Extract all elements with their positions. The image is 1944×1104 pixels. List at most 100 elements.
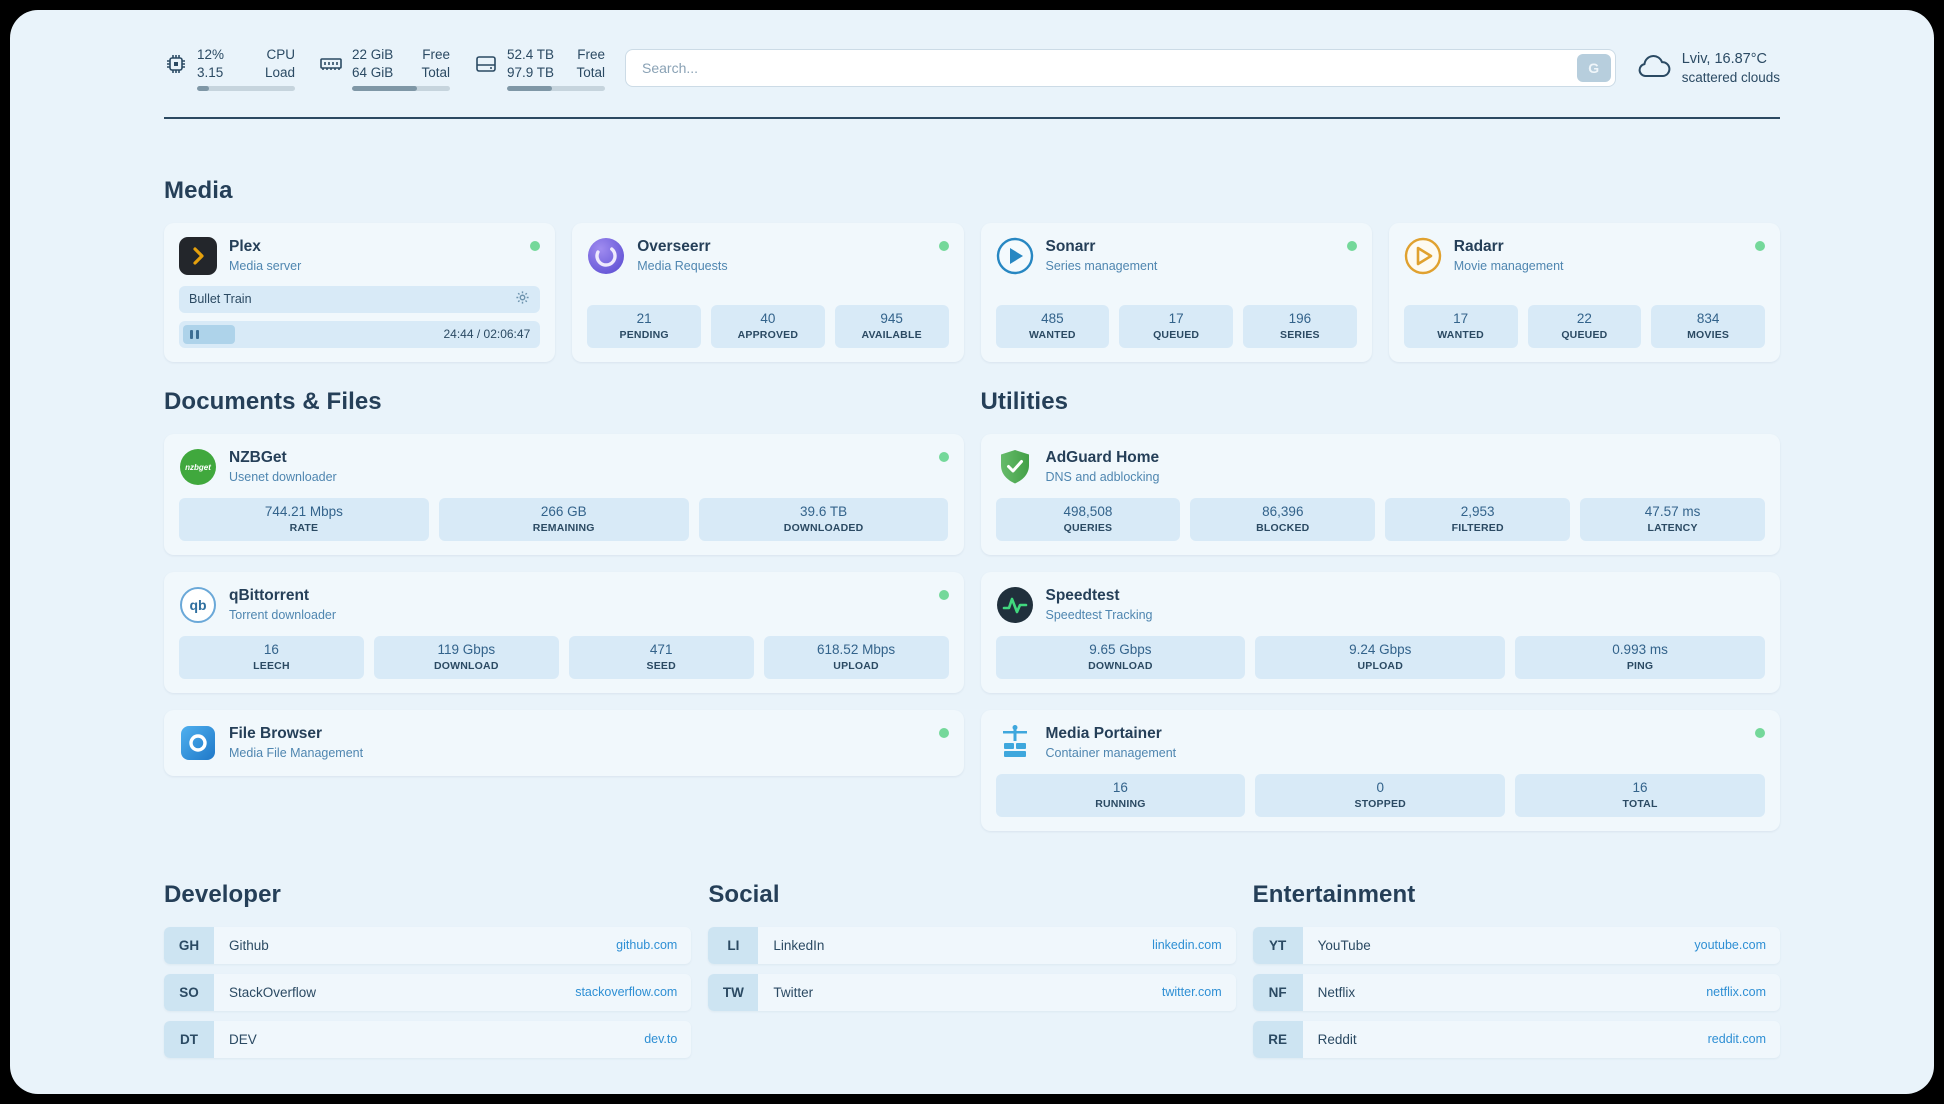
search-input[interactable] — [625, 49, 1616, 88]
status-dot — [938, 240, 949, 251]
bookmark-netflix[interactable]: NF Netflix netflix.com — [1252, 973, 1780, 1011]
adguard-icon — [996, 448, 1034, 486]
system-widgets: 12% CPU 3.15 Load 22 GiB Free — [164, 46, 605, 91]
bookmark-dev[interactable]: DT DEV dev.to — [164, 1020, 692, 1058]
stat-running: 16 RUNNING — [995, 773, 1246, 817]
bookmark-link[interactable]: youtube.com — [1694, 938, 1766, 953]
memory-icon — [319, 52, 343, 91]
bookmark-link[interactable]: dev.to — [644, 1032, 678, 1047]
stat-queued: 22 QUEUED — [1527, 304, 1642, 348]
weather-condition: scattered clouds — [1681, 70, 1780, 86]
stat-blocked: 86,396 BLOCKED — [1190, 497, 1376, 541]
service-subtitle: Speedtest Tracking — [1045, 607, 1153, 622]
disk-total-label: Total — [576, 64, 605, 80]
svg-text:nzbget: nzbget — [185, 463, 211, 472]
stat-pending: 21 PENDING — [587, 304, 701, 348]
bookmark-link[interactable]: stackoverflow.com — [575, 985, 678, 1000]
stat-upload: 9.24 Gbps UPLOAD — [1255, 635, 1506, 679]
stat-wanted: 485 WANTED — [995, 304, 1110, 348]
cpu-meter — [197, 85, 295, 91]
service-card-nzbget[interactable]: nzbget NZBGet Usenet downloader 744.21 M… — [164, 433, 964, 555]
disk-free: 52.4 TB — [507, 47, 555, 62]
service-name: qBittorrent — [229, 586, 310, 604]
service-subtitle: Media server — [229, 258, 302, 273]
pause-icon — [183, 324, 235, 344]
memory-total: 64 GiB — [352, 64, 394, 80]
stat-wanted: 17 WANTED — [1403, 304, 1518, 348]
service-card-radarr[interactable]: Radarr Movie management 17 WANTED 22 QUEUE… — [1388, 222, 1780, 362]
section-title-media: Media — [164, 176, 233, 204]
bookmark-name: Netflix — [1317, 984, 1356, 1000]
bookmark-link[interactable]: netflix.com — [1706, 985, 1766, 1000]
bookmark-abbr: SO — [164, 973, 214, 1011]
service-name: Overseerr — [637, 237, 711, 255]
bookmark-stackoverflow[interactable]: SO StackOverflow stackoverflow.com — [164, 973, 692, 1011]
stat-queries: 498,508 QUERIES — [995, 497, 1181, 541]
status-dot — [938, 451, 949, 462]
stat-approved: 40 APPROVED — [711, 304, 825, 348]
service-card-portainer[interactable]: Media Portainer Container management 16 R… — [980, 709, 1780, 831]
bookmark-linkedin[interactable]: LI LinkedIn linkedin.com — [708, 926, 1236, 964]
status-dot — [1755, 727, 1765, 738]
bookmark-github[interactable]: GH Github github.com — [164, 926, 692, 964]
section-media: Media Plex Media server — [164, 177, 1780, 362]
bookmark-name: Twitter — [773, 984, 814, 1000]
disk-total: 97.9 TB — [507, 64, 555, 80]
weather-widget[interactable]: Lviv, 16.87°C scattered clouds — [1636, 51, 1780, 86]
stat-upload: 618.52 Mbps UPLOAD — [763, 635, 949, 679]
nzbget-icon: nzbget — [179, 448, 217, 486]
disk-free-label: Free — [577, 47, 605, 62]
cpu-load: 3.15 — [197, 64, 224, 80]
stat-download: 119 Gbps DOWNLOAD — [373, 635, 559, 679]
memory-meter — [352, 85, 450, 91]
section-documents: Documents & Files nzbget — [164, 388, 964, 776]
section-utilities: Utilities — [980, 388, 1780, 831]
speedtest-icon — [996, 586, 1034, 624]
bookmark-name: StackOverflow — [229, 984, 317, 1000]
stat-total: 16 TOTAL — [1515, 773, 1765, 817]
section-title-documents: Documents & Files — [164, 387, 382, 415]
bookmark-link[interactable]: github.com — [616, 938, 678, 953]
cpu-label: CPU — [266, 47, 295, 62]
stat-ping: 0.993 ms PING — [1515, 635, 1765, 679]
plex-stream-progressbar: 24:44 / 02:06:47 — [179, 320, 541, 348]
service-subtitle: Container management — [1045, 745, 1177, 760]
stat-latency: 47.57 ms LATENCY — [1580, 497, 1765, 541]
bookmark-link[interactable]: reddit.com — [1707, 1032, 1766, 1047]
stat-download: 9.65 Gbps DOWNLOAD — [995, 635, 1246, 679]
cpu-percent: 12% — [197, 47, 225, 62]
stat-seed: 471 SEED — [568, 635, 754, 679]
search-provider-button[interactable]: G — [1576, 54, 1611, 83]
service-card-sonarr[interactable]: Sonarr Series management 485 WANTED 17 QUE… — [980, 222, 1372, 362]
service-card-plex[interactable]: Plex Media server Bullet Train 24:44 / — [164, 222, 556, 362]
sonarr-icon — [996, 237, 1034, 275]
plex-icon — [179, 236, 217, 275]
memory-free-label: Free — [422, 47, 450, 62]
bookmark-reddit[interactable]: RE Reddit reddit.com — [1252, 1020, 1780, 1058]
service-subtitle: Movie management — [1453, 258, 1564, 273]
status-dot — [1346, 240, 1357, 251]
disk-widget: 52.4 TB Free 97.9 TB Total — [474, 46, 605, 91]
stat-stopped: 0 STOPPED — [1255, 773, 1506, 817]
memory-total-label: Total — [421, 64, 450, 80]
service-card-overseerr[interactable]: Overseerr Media Requests 21 PENDING 40 APP… — [572, 222, 964, 362]
disk-meter — [507, 85, 605, 91]
gear-icon[interactable] — [515, 290, 530, 308]
service-subtitle: Media File Management — [229, 745, 364, 760]
service-card-qbittorrent[interactable]: qb qBittorrent Torrent downloader 16 LEEC… — [164, 571, 964, 693]
stream-title: Bullet Train — [189, 292, 252, 307]
bookmark-link[interactable]: linkedin.com — [1152, 938, 1222, 953]
status-dot — [1755, 240, 1765, 251]
service-name: Radarr — [1453, 237, 1504, 255]
section-title-social: Social — [708, 880, 780, 908]
bookmark-link[interactable]: twitter.com — [1161, 985, 1222, 1000]
service-card-speedtest[interactable]: Speedtest Speedtest Tracking 9.65 Gbps DO… — [980, 571, 1780, 693]
dashboard-page: 12% CPU 3.15 Load 22 GiB Free — [10, 10, 1934, 1094]
stat-remaining: 266 GB REMAINING — [438, 497, 689, 541]
search: G — [625, 49, 1616, 88]
service-card-filebrowser[interactable]: File Browser Media File Management — [164, 709, 964, 776]
service-card-adguard[interactable]: AdGuard Home DNS and adblocking 498,508 Q… — [980, 433, 1780, 555]
bookmark-youtube[interactable]: YT YouTube youtube.com — [1252, 926, 1780, 964]
bookmark-twitter[interactable]: TW Twitter twitter.com — [708, 973, 1236, 1011]
cpu-widget: 12% CPU 3.15 Load — [164, 46, 295, 91]
